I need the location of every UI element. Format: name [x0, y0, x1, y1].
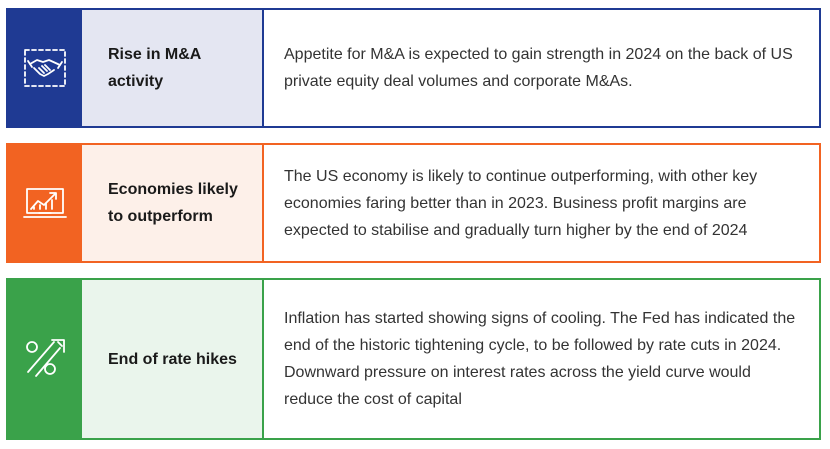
- title-cell: Economies likely to outperform: [82, 145, 264, 261]
- icon-cell: [8, 10, 82, 126]
- row-end-rate-hikes: End of rate hikes Inflation has started …: [6, 278, 821, 440]
- row-economies-outperform: Economies likely to outperform The US ec…: [6, 143, 821, 263]
- row-description: Appetite for M&A is expected to gain str…: [284, 46, 793, 90]
- row-ma-activity: Rise in M&A activity Appetite for M&A is…: [6, 8, 821, 128]
- title-cell: End of rate hikes: [82, 280, 264, 438]
- row-description: The US economy is likely to continue out…: [284, 167, 758, 239]
- row-title: Rise in M&A activity: [108, 46, 201, 90]
- handshake-icon: [22, 48, 68, 88]
- icon-cell: [8, 145, 82, 261]
- icon-cell: [8, 280, 82, 438]
- description-cell: The US economy is likely to continue out…: [264, 145, 819, 261]
- row-title: Economies likely to outperform: [108, 181, 238, 225]
- title-cell: Rise in M&A activity: [82, 10, 264, 126]
- row-description: Inflation has started showing signs of c…: [284, 310, 796, 408]
- percent-up-arrow-icon: [22, 336, 68, 382]
- description-cell: Appetite for M&A is expected to gain str…: [264, 10, 819, 126]
- description-cell: Inflation has started showing signs of c…: [264, 280, 819, 438]
- row-title: End of rate hikes: [108, 350, 237, 368]
- rising-chart-icon: [22, 183, 68, 223]
